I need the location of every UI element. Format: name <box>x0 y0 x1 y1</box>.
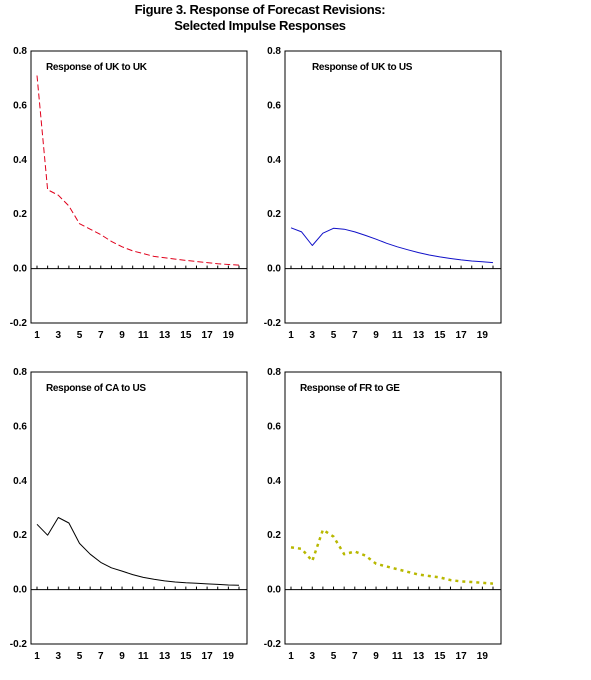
x-tick-label: 1 <box>288 651 294 662</box>
x-tick-label: 17 <box>202 330 214 341</box>
x-tick-label: 5 <box>77 651 83 662</box>
page-title-line-2: Selected Impulse Responses <box>174 18 346 33</box>
y-tick-label: 0.4 <box>13 476 27 487</box>
x-tick-label: 7 <box>98 651 104 662</box>
x-tick-label: 7 <box>352 330 358 341</box>
y-tick-label: 0.0 <box>13 264 27 275</box>
x-tick-label: 1 <box>34 651 40 662</box>
x-tick-label: 9 <box>119 651 125 662</box>
x-tick-label: 3 <box>55 330 61 341</box>
y-tick-label: 0.6 <box>13 421 27 432</box>
x-tick-label: 3 <box>55 651 61 662</box>
x-tick-label: 7 <box>98 330 104 341</box>
y-tick-label: 0.8 <box>13 367 27 378</box>
x-tick-label: 9 <box>373 651 379 662</box>
x-tick-label: 17 <box>202 651 214 662</box>
x-tick-label: 11 <box>138 651 149 662</box>
y-tick-label: 0.8 <box>267 367 281 378</box>
plot-frame <box>284 50 502 324</box>
x-tick-label: 15 <box>434 330 446 341</box>
series-line <box>36 517 240 586</box>
x-tick-label: 3 <box>309 330 315 341</box>
chart-panel-2: 1 3 5 7 9 11 13 15 17 190.80.60.40.20.0-0.2Respon… <box>264 46 502 341</box>
y-tick-label: -0.2 <box>264 318 282 329</box>
x-tick-label: 9 <box>373 330 379 341</box>
x-tick-label: 9 <box>119 330 125 341</box>
y-tick-label: -0.2 <box>10 318 28 329</box>
x-tick-label: 19 <box>477 330 489 341</box>
y-tick-label: 0.4 <box>13 155 27 166</box>
x-tick-label: 19 <box>477 651 489 662</box>
x-tick-label: 13 <box>159 330 171 341</box>
y-tick-label: 0.4 <box>267 155 281 166</box>
plot-frame <box>30 371 248 645</box>
x-tick-label: 19 <box>223 651 235 662</box>
x-tick-label: 5 <box>77 330 83 341</box>
x-tick-label: 11 <box>138 330 149 341</box>
y-tick-label: 0.2 <box>267 209 281 220</box>
y-tick-label: 0.6 <box>267 421 281 432</box>
x-tick-label: 15 <box>434 651 446 662</box>
chart-panel-4: 1 3 5 7 9 11 13 15 17 190.80.60.40.20.0-0.2Respon… <box>264 367 502 662</box>
page-title-line-1: Figure 3. Response of Forecast Revisions… <box>134 2 386 17</box>
panel-title: Response of FR to GE <box>300 383 400 394</box>
panel-title: Response of CA to US <box>46 383 146 394</box>
x-tick-label: 1 <box>288 330 294 341</box>
page-title: Figure 3. Response of Forecast Revisions… <box>0 2 520 34</box>
x-tick-label: 5 <box>331 330 337 341</box>
y-tick-label: -0.2 <box>10 639 28 650</box>
x-tick-label: 5 <box>331 651 337 662</box>
x-tick-label: 13 <box>413 330 425 341</box>
x-tick-label: 15 <box>180 330 192 341</box>
x-tick-label: 17 <box>456 330 468 341</box>
series-line <box>290 227 494 264</box>
y-tick-label: 0.0 <box>13 585 27 596</box>
y-tick-label: 0.0 <box>267 264 281 275</box>
panel-title: Response of UK to UK <box>46 62 148 73</box>
y-tick-label: 0.0 <box>267 585 281 596</box>
chart-panel-3: 1 3 5 7 9 11 13 15 17 190.80.60.40.20.0-0.2Respon… <box>10 367 248 662</box>
x-tick-label: 11 <box>392 651 403 662</box>
y-tick-label: 0.6 <box>267 100 281 111</box>
x-tick-label: 13 <box>413 651 425 662</box>
x-tick-label: 13 <box>159 651 171 662</box>
plot-frame <box>284 371 502 645</box>
series-line <box>36 75 240 266</box>
y-tick-label: 0.6 <box>13 100 27 111</box>
y-tick-label: 0.8 <box>267 46 281 57</box>
x-tick-label: 7 <box>352 651 358 662</box>
panel-title: Response of UK to US <box>312 62 413 73</box>
y-tick-label: -0.2 <box>264 639 282 650</box>
x-tick-label: 11 <box>392 330 403 341</box>
x-tick-label: 17 <box>456 651 468 662</box>
y-tick-label: 0.8 <box>13 46 27 57</box>
x-tick-label: 15 <box>180 651 192 662</box>
x-tick-label: 1 <box>34 330 40 341</box>
y-tick-label: 0.2 <box>13 209 27 220</box>
x-tick-label: 3 <box>309 651 315 662</box>
plot-frame <box>30 50 248 324</box>
x-tick-label: 19 <box>223 330 235 341</box>
chart-panel-1: 1 3 5 7 9 11 13 15 17 190.80.60.40.20.0-0.2Respon… <box>10 46 248 341</box>
y-tick-label: 0.4 <box>267 476 281 487</box>
y-tick-label: 0.2 <box>267 530 281 541</box>
y-tick-label: 0.2 <box>13 530 27 541</box>
